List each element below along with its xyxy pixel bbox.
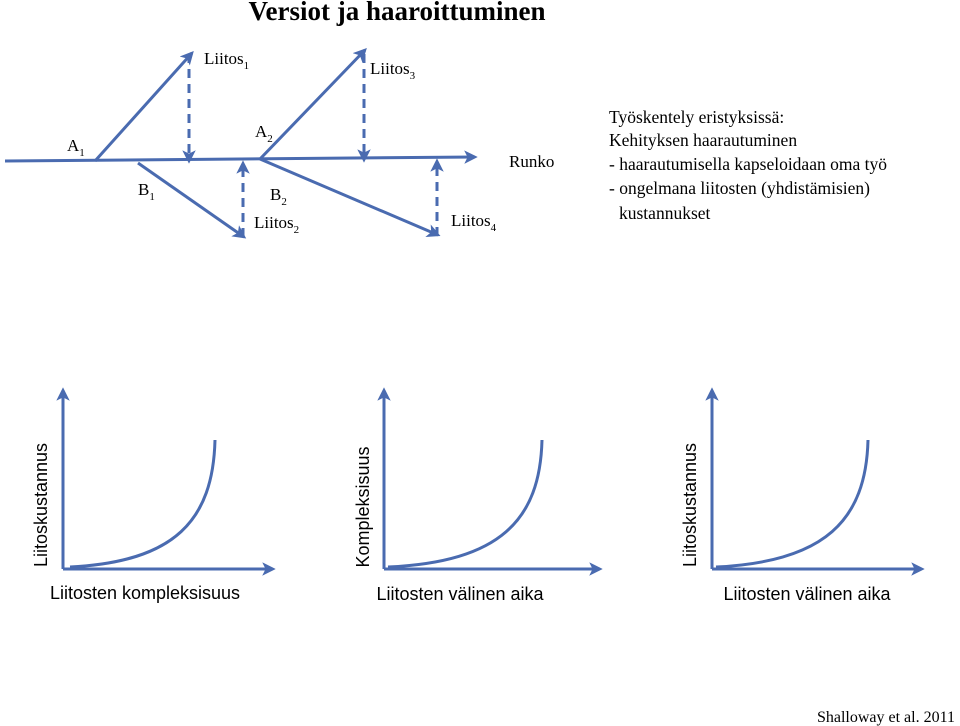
label-a2: A2 <box>255 122 273 145</box>
label-liitos2: Liitos2 <box>254 213 299 236</box>
label-liitos4: Liitos4 <box>451 211 497 234</box>
note-line-5: kustannukset <box>619 203 711 223</box>
page-title: Versiot ja haaroittuminen <box>249 0 546 26</box>
chart-1: Liitoskustannus Liitosten kompleksisuus <box>31 387 276 603</box>
chart-2: Kompleksisuus Liitosten välinen aika <box>353 387 603 604</box>
chart-2-curve <box>387 439 544 569</box>
citation: Shalloway et al. 2011 <box>817 709 955 726</box>
chart-2-ylabel: Kompleksisuus <box>353 446 373 567</box>
chart-3: Liitoskustannus Liitosten välinen aika <box>680 387 925 604</box>
label-liitos1: Liitos1 <box>204 49 249 72</box>
label-runko: Runko <box>509 152 554 171</box>
branch-b1-line <box>137 161 247 239</box>
label-liitos3: Liitos3 <box>370 59 416 82</box>
branch-a1-line <box>93 50 194 163</box>
chart-2-xlabel: Liitosten välinen aika <box>376 584 544 604</box>
note-line-3: - haarautumisella kapseloidaan oma työ <box>609 154 887 174</box>
note-line-1: Työskentely eristyksissä: <box>609 107 784 127</box>
chart-1-ylabel: Liitoskustannus <box>31 443 51 567</box>
note-line-4: - ongelmana liitosten (yhdistämisien) <box>609 178 870 198</box>
notes-block: Työskentely eristyksissä: Kehityksen haa… <box>609 107 887 223</box>
chart-1-xlabel: Liitosten kompleksisuus <box>50 583 240 603</box>
chart-1-curve <box>69 439 217 569</box>
branch-b2-line <box>259 157 441 237</box>
chart-3-curve <box>715 439 870 569</box>
note-line-2: Kehityksen haarautuminen <box>609 130 797 150</box>
label-b1: B1 <box>138 180 155 203</box>
label-b2: B2 <box>270 185 287 208</box>
label-a1: A1 <box>67 136 85 159</box>
chart-3-ylabel: Liitoskustannus <box>680 443 700 567</box>
chart-3-xlabel: Liitosten välinen aika <box>723 584 891 604</box>
branch-a2-line <box>258 48 367 161</box>
trunk-line <box>4 150 478 164</box>
